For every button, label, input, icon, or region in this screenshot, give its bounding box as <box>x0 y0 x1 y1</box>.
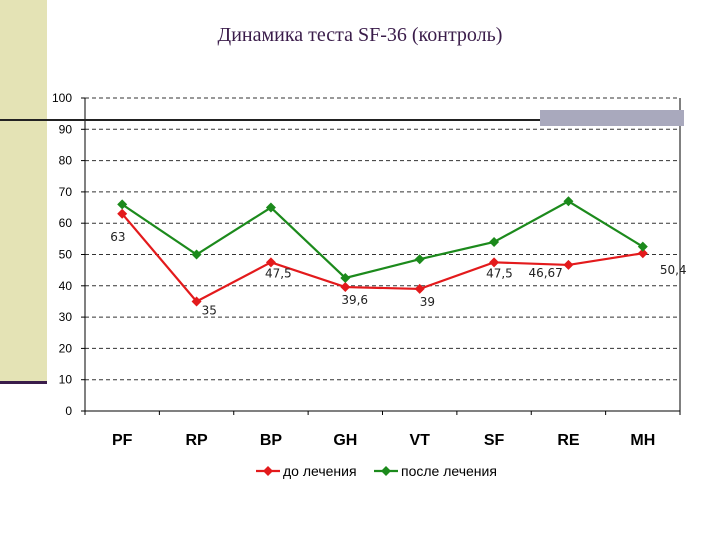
left-decor-bar <box>0 0 47 383</box>
top-decor-accent <box>540 110 684 126</box>
y-tick-label: 0 <box>65 404 72 418</box>
series-line <box>121 200 644 280</box>
y-tick-label: 60 <box>59 216 73 230</box>
legend-item: после лечения <box>374 463 497 479</box>
top-decor-rule <box>0 119 684 121</box>
data-label: 47,5 <box>486 266 513 280</box>
x-tick-label: RP <box>185 432 208 449</box>
data-point <box>489 236 500 247</box>
data-point <box>265 202 276 213</box>
series-line <box>121 213 643 303</box>
legend-label: после лечения <box>401 463 497 479</box>
data-point <box>489 257 500 268</box>
y-tick-label: 80 <box>59 154 73 168</box>
y-tick-label: 100 <box>52 91 72 105</box>
data-label: 39 <box>420 295 435 309</box>
x-tick-label: BP <box>260 432 283 449</box>
data-label: 46,67 <box>528 266 562 280</box>
data-point <box>414 283 425 294</box>
data-point <box>265 257 276 268</box>
y-tick-label: 40 <box>59 279 73 293</box>
data-label: 47,5 <box>265 266 292 280</box>
y-tick-label: 20 <box>59 341 73 355</box>
data-point <box>191 249 202 260</box>
series-lines <box>117 196 648 307</box>
data-point <box>191 296 202 307</box>
data-point <box>117 208 128 219</box>
axes: 0 10 20 30 40 50 60 70 80 90 100 PF RP BP GH VT SF RE MH <box>52 91 681 449</box>
legend-swatch-marker <box>263 466 273 476</box>
x-tick-label: VT <box>409 432 430 449</box>
data-point <box>563 259 574 270</box>
data-label: 39,6 <box>341 293 368 307</box>
legend-item: до лечения <box>256 463 357 479</box>
x-tick-label: RE <box>557 432 580 449</box>
legend-swatch-marker <box>381 466 391 476</box>
y-tick-label: 10 <box>59 373 73 387</box>
data-label: 35 <box>202 303 217 317</box>
data-label: 50,4 <box>660 263 687 277</box>
legend: до лечения после лечения <box>256 463 497 479</box>
data-point <box>637 241 648 252</box>
data-point <box>563 196 574 207</box>
data-point <box>414 254 425 265</box>
x-tick-label: GH <box>333 432 357 449</box>
data-labels: 63 35 47,5 39,6 39 47,5 46,67 50,4 <box>110 230 686 318</box>
grid-lines <box>85 97 680 381</box>
legend-label: до лечения <box>283 463 357 479</box>
data-point <box>340 272 351 283</box>
left-decor-rule <box>0 381 47 384</box>
data-point <box>637 248 648 259</box>
data-point <box>340 282 351 293</box>
y-tick-label: 50 <box>59 248 73 262</box>
chart-title: Динамика теста SF-36 (контроль) <box>217 24 503 46</box>
y-tick-label: 30 <box>59 310 73 324</box>
y-tick-label: 90 <box>59 122 73 136</box>
x-tick-label: MH <box>630 432 655 449</box>
y-tick-label: 70 <box>59 185 73 199</box>
x-tick-label: PF <box>112 432 133 449</box>
data-point <box>117 199 128 210</box>
data-label: 63 <box>110 230 125 244</box>
x-tick-label: SF <box>484 432 505 449</box>
